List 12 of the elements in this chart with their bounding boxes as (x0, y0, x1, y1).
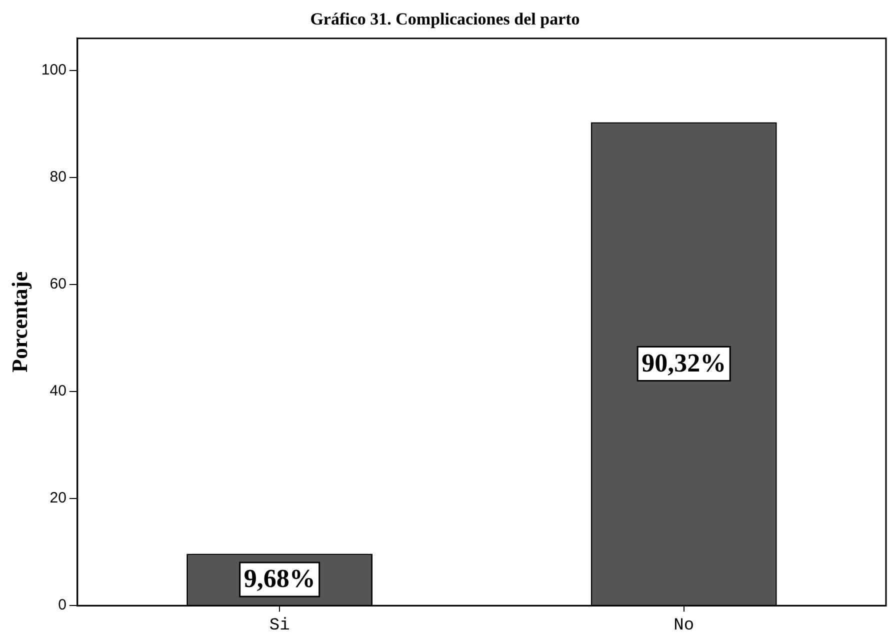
data-label: 9,68% (244, 564, 316, 594)
y-tick-label: 0 (58, 596, 66, 614)
y-tick-label: 80 (50, 168, 66, 186)
x-tick-label: Si (269, 616, 290, 636)
y-tick-label: 40 (50, 382, 66, 400)
y-tick-label: 20 (50, 490, 66, 507)
y-tick-label: 60 (50, 276, 66, 293)
data-label: 90,32% (642, 348, 726, 378)
y-axis-title: Porcentaje (6, 271, 32, 372)
x-tick-label: No (674, 616, 694, 636)
y-tick-label: 100 (41, 62, 66, 79)
chart-title: Gráfico 31. Complicaciones del parto (310, 10, 580, 29)
